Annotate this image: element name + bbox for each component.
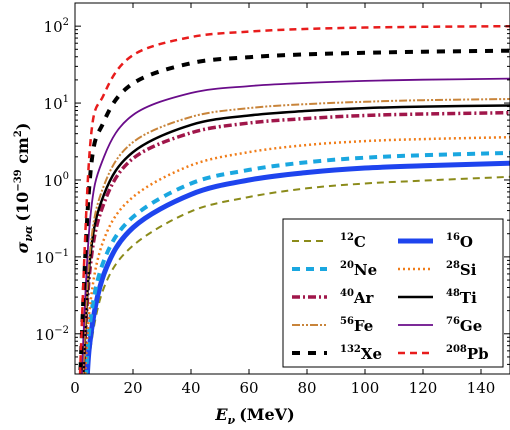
plot-frame [74, 2, 510, 375]
legend-label-20ne: 20Ne [340, 260, 377, 279]
y-tick-label: 101 [44, 94, 69, 113]
y-tick-label: 102 [44, 17, 69, 36]
legend: 12C 16O 20Ne 28Si 40Ar 48Ti 56Fe 76Ge 132Xe 208Pb [282, 218, 504, 368]
legend-label-12c: 12C [340, 232, 366, 251]
x-axis-title: Eν (MeV) [214, 405, 294, 427]
series-line-28si [83, 135, 510, 374]
x-tick-label: 100 [351, 379, 380, 397]
series-line-20ne [84, 150, 510, 374]
y-tick-label: 100 [44, 171, 69, 190]
legend-box [282, 218, 504, 368]
y-axis-title: σνα(10−39 cm2) [13, 123, 35, 254]
x-tick-label: 40 [181, 379, 200, 397]
legend-label-48ti: 48Ti [446, 288, 477, 307]
series-line-132xe [78, 48, 510, 374]
legend-label-40ar: 40Ar [340, 288, 375, 307]
legend-label-16o: 16O [446, 232, 473, 251]
x-tick-label: 0 [70, 379, 80, 397]
legend-label-76ge: 76Ge [446, 316, 482, 335]
legend-label-56fe: 56Fe [340, 316, 373, 335]
x-tick-label: 20 [123, 379, 142, 397]
series-line-76ge [80, 77, 510, 374]
series-line-16o [84, 160, 510, 374]
x-axis-ticks: 0 20 40 60 80 100 120 140 [70, 3, 495, 397]
x-tick-label: 120 [409, 379, 438, 397]
legend-label-132xe: 132Xe [340, 344, 382, 363]
x-tick-label: 80 [297, 379, 316, 397]
x-tick-label: 60 [239, 379, 258, 397]
legend-label-208pb: 208Pb [446, 344, 489, 363]
series-line-56fe [82, 98, 510, 374]
series-line-208pb [78, 24, 510, 374]
y-tick-label: 10−2 [35, 325, 69, 344]
x-tick-label: 140 [467, 379, 496, 397]
series-curves [78, 24, 510, 374]
legend-label-28si: 28Si [446, 260, 477, 279]
y-tick-label: 10−1 [35, 248, 69, 267]
